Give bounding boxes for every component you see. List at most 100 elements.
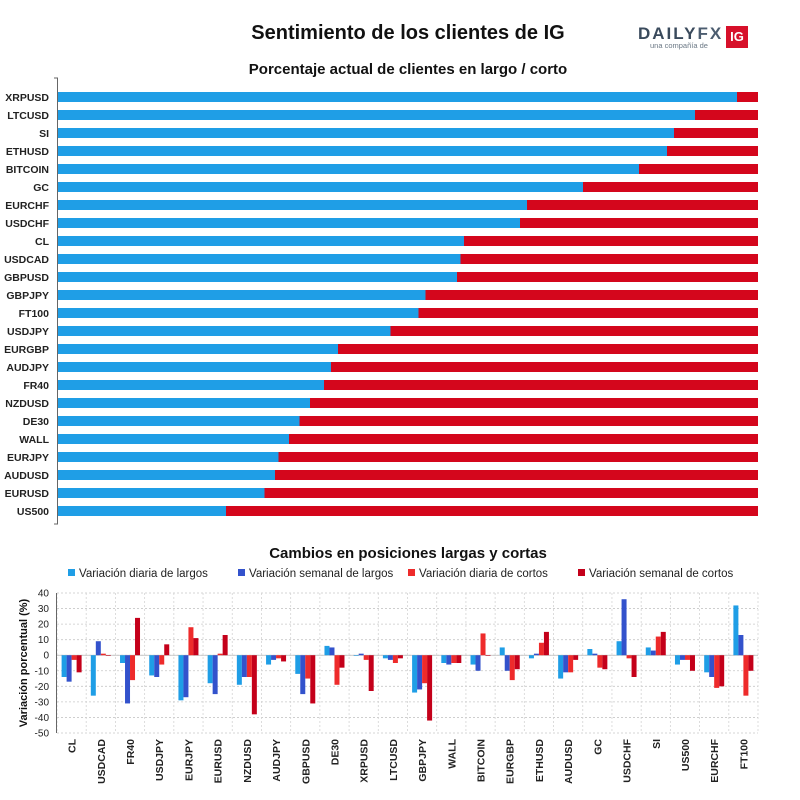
category-label-usdjpy: USDJPY: [7, 326, 49, 338]
legend-item-variaci-n-semanal-de-cortos: Variación semanal de cortos: [578, 568, 733, 580]
long-bar-audjpy: [58, 362, 331, 372]
bar-si-variaci-n-diaria-de-cortos: [655, 636, 661, 656]
x-tick-label-xrpusd: XRPUSD: [359, 739, 371, 783]
long-bar-eurusd: [58, 488, 265, 498]
long-bar-xrpusd: [58, 92, 737, 102]
bar-ltcusd-variaci-n-semanal-de-cortos: [397, 655, 403, 659]
short-bar-gbpusd: [457, 272, 758, 282]
legend-label: Variación semanal de largos: [249, 568, 394, 580]
bar-eurusd-variaci-n-diaria-de-cortos: [217, 653, 223, 656]
bar-gc-variaci-n-diaria-de-largos: [587, 649, 593, 656]
bar-eurusd-variaci-n-semanal-de-largos: [212, 655, 218, 695]
category-label-bitcoin: BITCOIN: [6, 164, 49, 176]
bar-ft100-variaci-n-semanal-de-largos: [738, 635, 744, 656]
bar-usdcad-variaci-n-diaria-de-largos: [90, 655, 96, 696]
x-tick-label-eurchf: EURCHF: [709, 738, 721, 782]
legend-item-variaci-n-semanal-de-largos: Variación semanal de largos: [238, 568, 393, 580]
short-bar-fr40: [324, 380, 758, 390]
long-bar-gbpusd: [58, 272, 457, 282]
bar-xrpusd-variaci-n-diaria-de-cortos: [363, 655, 369, 660]
category-label-audusd: AUDUSD: [4, 470, 49, 482]
bar-usdchf-variaci-n-semanal-de-largos: [621, 599, 627, 656]
bar-ethusd-variaci-n-semanal-de-cortos: [543, 631, 549, 656]
bar-usdcad-variaci-n-diaria-de-cortos: [100, 653, 106, 656]
bar-fr40-variaci-n-diaria-de-cortos: [130, 655, 136, 681]
bar-cl-variaci-n-semanal-de-largos: [66, 655, 72, 682]
bar-gbpusd-variaci-n-semanal-de-largos: [300, 655, 306, 695]
bar-gbpjpy-variaci-n-diaria-de-largos: [412, 655, 418, 693]
bar-gbpjpy-variaci-n-semanal-de-largos: [417, 655, 423, 690]
legend-label: Variación semanal de cortos: [589, 568, 734, 580]
x-tick-label-usdjpy: USDJPY: [154, 739, 166, 781]
bar-wall-variaci-n-diaria-de-cortos: [451, 655, 457, 663]
short-bar-cl: [464, 236, 758, 246]
bar-audjpy-variaci-n-semanal-de-largos: [271, 655, 277, 660]
category-label-de30: DE30: [23, 416, 49, 428]
bar-ethusd-variaci-n-semanal-de-largos: [533, 653, 539, 656]
short-bar-bitcoin: [639, 164, 758, 174]
long-bar-gc: [58, 182, 583, 192]
bar-gbpjpy-variaci-n-diaria-de-cortos: [422, 655, 428, 684]
long-bar-eurgbp: [58, 344, 338, 354]
x-tick-label-ltcusd: LTCUSD: [388, 739, 400, 781]
bar-de30-variaci-n-diaria-de-cortos: [334, 655, 340, 685]
bar-xrpusd-variaci-n-semanal-de-largos: [358, 653, 364, 656]
bar-audjpy-variaci-n-diaria-de-cortos: [276, 655, 282, 659]
bar-de30-variaci-n-semanal-de-largos: [329, 647, 335, 656]
category-label-eurusd: EURUSD: [5, 488, 50, 500]
bar-si-variaci-n-diaria-de-largos: [645, 647, 651, 656]
category-label-usdcad: USDCAD: [4, 254, 49, 266]
category-label-us500: US500: [17, 506, 49, 518]
category-label-cl: CL: [35, 236, 50, 248]
bar-usdjpy-variaci-n-semanal-de-cortos: [164, 644, 170, 656]
logo-word-daily: DAILY: [638, 24, 698, 43]
short-bar-de30: [299, 416, 758, 426]
category-label-ethusd: ETHUSD: [6, 146, 50, 158]
bar-usdcad-variaci-n-semanal-de-cortos: [105, 655, 111, 656]
bar-usdjpy-variaci-n-diaria-de-cortos: [159, 655, 165, 665]
bar-gbpjpy-variaci-n-semanal-de-cortos: [427, 655, 433, 721]
y-tick-label: 0: [43, 651, 49, 662]
category-label-fr40: FR40: [23, 380, 49, 392]
bar-gbpusd-variaci-n-semanal-de-cortos: [310, 655, 316, 704]
x-tick-label-gbpjpy: GBPJPY: [417, 739, 429, 782]
legend-swatch: [238, 569, 245, 576]
legend-label: Variación diaria de largos: [79, 568, 208, 580]
bar-eurusd-variaci-n-semanal-de-cortos: [222, 635, 228, 656]
bar-bitcoin-variaci-n-diaria-de-largos: [470, 655, 476, 665]
short-bar-eurjpy: [278, 452, 758, 462]
bar-ltcusd-variaci-n-semanal-de-largos: [387, 655, 393, 660]
short-bar-ltcusd: [695, 110, 758, 120]
bar-usdcad-variaci-n-semanal-de-largos: [95, 641, 101, 656]
short-bar-nzdusd: [310, 398, 758, 408]
y-tick-label: -40: [35, 713, 50, 724]
bar-us500-variaci-n-semanal-de-largos: [679, 655, 685, 660]
x-tick-label-eurusd: EURUSD: [213, 739, 225, 784]
bar-eurchf-variaci-n-semanal-de-cortos: [719, 655, 725, 687]
x-tick-label-usdchf: USDCHF: [622, 738, 634, 782]
x-tick-label-de30: DE30: [329, 739, 341, 765]
y-tick-label: 10: [38, 635, 50, 646]
bar-cl-variaci-n-diaria-de-largos: [61, 655, 67, 677]
dailyfx-logo: DAILYFX una compañía de IG: [638, 24, 750, 50]
short-bar-si: [674, 128, 758, 138]
y-tick-label: 40: [38, 589, 50, 600]
long-bar-audusd: [58, 470, 275, 480]
legend-swatch: [408, 569, 415, 576]
bar-usdchf-variaci-n-diaria-de-cortos: [626, 655, 632, 659]
category-label-usdchf: USDCHF: [5, 218, 49, 230]
chart-title: Sentimiento de los clientes de IG: [251, 22, 565, 44]
bar-audusd-variaci-n-semanal-de-cortos: [573, 655, 579, 660]
bar-gbpusd-variaci-n-diaria-de-cortos: [305, 655, 311, 679]
bar-cl-variaci-n-diaria-de-cortos: [71, 655, 77, 660]
short-bar-gc: [583, 182, 758, 192]
short-bar-audusd: [275, 470, 758, 480]
x-tick-label-wall: WALL: [446, 738, 458, 768]
bar-gc-variaci-n-semanal-de-cortos: [602, 655, 608, 670]
bar-ltcusd-variaci-n-diaria-de-largos: [382, 655, 388, 659]
changes-chart-legend: Variación diaria de largos Variación sema…: [0, 568, 800, 584]
short-bar-usdjpy: [390, 326, 758, 336]
long-bar-eurchf: [58, 200, 527, 210]
bar-de30-variaci-n-diaria-de-largos: [324, 645, 330, 656]
changes-bar-chart: -50 -40 -30 -20 -10 0 10 20 30 40 Variación porcen…: [18, 589, 759, 784]
